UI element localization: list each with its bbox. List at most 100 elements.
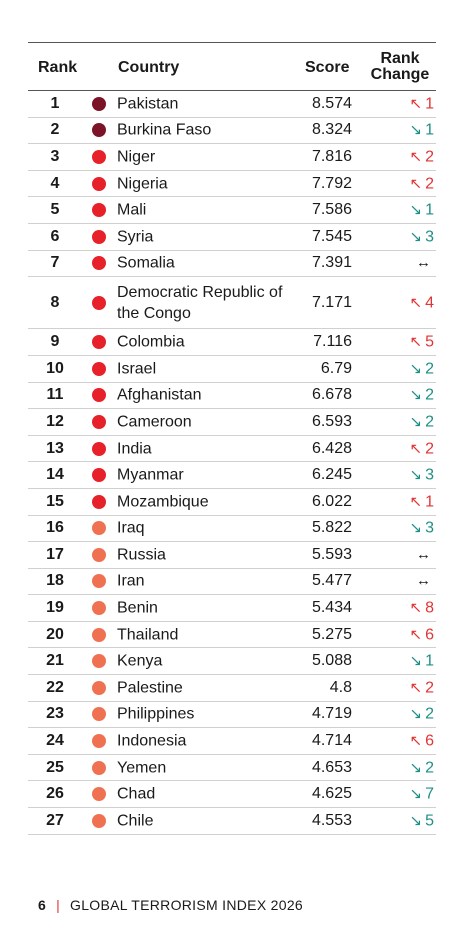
rank-change-cell: ↘ 2 bbox=[410, 412, 434, 431]
rank-cell: 23 bbox=[46, 705, 64, 723]
score-cell: 5.088 bbox=[311, 652, 352, 670]
impact-tier-dot bbox=[92, 574, 106, 589]
table-row: 1 Pakistan 8.574 ↖ 1 bbox=[28, 91, 436, 118]
rank-cell: 14 bbox=[46, 466, 64, 484]
page-footer: 6 | GLOBAL TERRORISM INDEX 2026 bbox=[38, 897, 303, 913]
table-row: 14 Myanmar 6.245 ↘ 3 bbox=[28, 462, 436, 489]
score-cell: 7.116 bbox=[313, 333, 352, 351]
rank-cell: 13 bbox=[46, 439, 64, 457]
country-cell: Democratic Republic of the Congo bbox=[117, 283, 283, 322]
header-rank: Rank bbox=[38, 59, 78, 76]
arrow-up-left-icon: ↖ bbox=[409, 333, 423, 351]
rank-change-value: 2 bbox=[425, 413, 434, 431]
score-cell: 7.586 bbox=[311, 201, 352, 219]
rank-cell: 11 bbox=[46, 386, 64, 404]
ranking-table: Rank Country Score Rank Change 1 Pakistan… bbox=[28, 42, 436, 835]
score-cell: 6.428 bbox=[311, 439, 352, 457]
arrow-down-right-icon: ↘ bbox=[409, 785, 423, 803]
impact-tier-dot bbox=[92, 123, 106, 138]
table-row: 5 Mali 7.586 ↘ 1 bbox=[28, 197, 436, 224]
country-cell: Indonesia bbox=[117, 732, 187, 750]
rank-change-value: 3 bbox=[425, 228, 434, 246]
rank-cell: 27 bbox=[46, 811, 64, 829]
table-row: 7 Somalia 7.391 ↔ bbox=[28, 251, 436, 278]
country-cell: Benin bbox=[117, 599, 158, 617]
arrow-down-right-icon: ↘ bbox=[409, 466, 423, 484]
score-cell: 4.553 bbox=[311, 811, 352, 829]
country-cell: Niger bbox=[117, 148, 156, 166]
country-cell: Syria bbox=[117, 228, 154, 246]
table-row: 27 Chile 4.553 ↘ 5 bbox=[28, 808, 436, 835]
rank-cell: 18 bbox=[46, 572, 64, 590]
country-cell: Iraq bbox=[117, 519, 145, 537]
arrow-up-left-icon: ↖ bbox=[409, 626, 423, 644]
arrow-up-left-icon: ↖ bbox=[409, 294, 423, 312]
table-row: 13 India 6.428 ↖ 2 bbox=[28, 436, 436, 463]
arrow-down-right-icon: ↘ bbox=[409, 705, 423, 723]
impact-tier-dot bbox=[92, 203, 106, 218]
score-cell: 7.545 bbox=[311, 227, 352, 245]
rank-change-cell: ↖ 2 bbox=[410, 147, 434, 166]
arrow-down-right-icon: ↘ bbox=[409, 201, 423, 219]
rank-change-cell: ↖ 2 bbox=[410, 174, 434, 193]
rank-change-value: 2 bbox=[425, 440, 434, 458]
country-cell: Mozambique bbox=[117, 493, 209, 511]
rank-change-cell: ↖ 2 bbox=[410, 678, 434, 697]
impact-tier-dot bbox=[92, 680, 106, 695]
rank-change-cell: ↘ 1 bbox=[410, 201, 434, 220]
rank-change-cell: ↖ 2 bbox=[410, 439, 434, 458]
score-cell: 6.678 bbox=[311, 386, 352, 404]
impact-tier-dot bbox=[92, 96, 106, 111]
score-cell: 4.625 bbox=[311, 785, 352, 803]
arrow-down-right-icon: ↘ bbox=[409, 812, 423, 830]
arrow-down-right-icon: ↘ bbox=[409, 759, 423, 777]
table-row: 22 Palestine 4.8 ↖ 2 bbox=[28, 675, 436, 702]
rank-change-value: 3 bbox=[425, 466, 434, 484]
score-cell: 5.434 bbox=[311, 599, 352, 617]
impact-tier-dot bbox=[92, 176, 106, 191]
country-cell: Israel bbox=[117, 360, 157, 378]
impact-tier-dot bbox=[92, 521, 106, 536]
header-rank-change: Rank Change bbox=[367, 51, 433, 83]
arrow-down-right-icon: ↘ bbox=[409, 652, 423, 670]
impact-tier-dot bbox=[92, 787, 106, 802]
rank-cell: 9 bbox=[50, 333, 60, 351]
rank-change-cell: ↘ 7 bbox=[410, 785, 434, 804]
rank-cell: 4 bbox=[50, 174, 60, 192]
rank-change-value: 8 bbox=[425, 599, 434, 617]
header-country: Country bbox=[118, 59, 180, 76]
table-row: 21 Kenya 5.088 ↘ 1 bbox=[28, 648, 436, 676]
country-cell: Yemen bbox=[117, 759, 167, 777]
impact-tier-dot bbox=[92, 813, 106, 828]
impact-tier-dot bbox=[92, 361, 106, 376]
arrow-down-right-icon: ↘ bbox=[409, 386, 423, 404]
rank-change-cell: ↘ 2 bbox=[410, 758, 434, 777]
arrow-up-left-icon: ↖ bbox=[409, 95, 423, 113]
country-cell: Chile bbox=[117, 812, 154, 830]
country-cell: Myanmar bbox=[117, 466, 184, 484]
rank-change-value: 7 bbox=[425, 785, 434, 803]
country-cell: Afghanistan bbox=[117, 386, 202, 404]
country-cell: Pakistan bbox=[117, 95, 179, 113]
arrow-up-left-icon: ↖ bbox=[409, 440, 423, 458]
arrow-down-right-icon: ↘ bbox=[409, 360, 423, 378]
rank-change-cell: ↔ bbox=[416, 572, 434, 590]
country-cell: Burkina Faso bbox=[117, 121, 212, 139]
score-cell: 5.593 bbox=[311, 545, 352, 563]
table-row: 12 Cameroon 6.593 ↘ 2 bbox=[28, 409, 436, 436]
impact-tier-dot bbox=[92, 601, 106, 616]
impact-tier-dot bbox=[92, 627, 106, 642]
rank-cell: 24 bbox=[46, 732, 64, 750]
rank-cell: 20 bbox=[46, 625, 64, 643]
impact-tier-dot bbox=[92, 494, 106, 509]
table-row: 3 Niger 7.816 ↖ 2 bbox=[28, 144, 436, 171]
arrow-up-left-icon: ↖ bbox=[409, 175, 423, 193]
rank-change-cell: ↘ 1 bbox=[410, 121, 434, 140]
rank-change-cell: ↘ 1 bbox=[410, 652, 434, 671]
rank-cell: 19 bbox=[46, 599, 64, 617]
impact-tier-dot bbox=[92, 760, 106, 775]
table-row: 8 Democratic Republic of the Congo 7.171 ↖ 4 bbox=[28, 277, 436, 330]
rank-cell: 12 bbox=[46, 412, 64, 430]
header-score: Score bbox=[305, 59, 350, 76]
score-cell: 5.275 bbox=[311, 625, 352, 643]
